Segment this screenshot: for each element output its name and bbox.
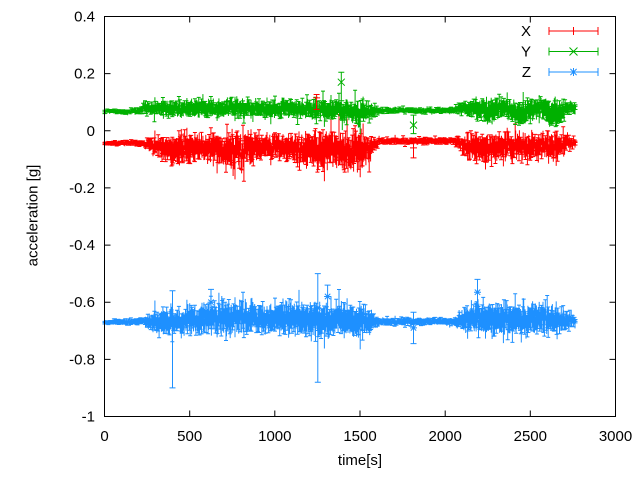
outlier-Y [409, 114, 418, 135]
y-axis-title: acceleration [g] [24, 164, 42, 267]
outlier-Z [314, 273, 322, 383]
y-tick-label: 0.4 [74, 9, 95, 26]
outlier-X [410, 138, 417, 159]
legend-entry-Y: Y [521, 44, 599, 61]
y-tick-label: -0.4 [69, 237, 95, 254]
y-tick-label: 0 [87, 123, 95, 140]
y-tick-label: -0.8 [69, 351, 95, 368]
legend-label-Y: Y [521, 44, 531, 61]
x-tick-label: 0 [100, 428, 108, 445]
x-tick-label: 1000 [258, 428, 291, 445]
legend-sample-X [548, 27, 599, 35]
y-tick-label: -1 [82, 409, 95, 426]
x-tick-label: 500 [177, 428, 202, 445]
legend-sample-Z [548, 68, 599, 76]
x-tick-label: 2000 [429, 428, 462, 445]
legend-label-X: X [521, 23, 531, 40]
outlier-Z [474, 278, 481, 307]
x-axis-title: time[s] [337, 452, 383, 469]
y-tick-label: -0.2 [69, 180, 95, 197]
outlier-X [313, 94, 321, 110]
outlier-Y [337, 71, 346, 102]
legend-entry-Z: Z [522, 64, 599, 81]
y-tick-label: 0.2 [74, 66, 95, 83]
plot-frame [104, 16, 616, 417]
outlier-Z [324, 284, 332, 317]
x-tick-label: 2500 [514, 428, 547, 445]
legend-entry-X: X [521, 23, 599, 40]
legend-label-Z: Z [522, 64, 531, 81]
legend-sample-Y [548, 47, 599, 56]
series-Y [102, 89, 578, 135]
outlier-Z [207, 288, 215, 317]
series-Z [102, 289, 578, 350]
y-tick-label: -0.6 [69, 294, 95, 311]
outlier-Z [169, 290, 176, 389]
x-tick-label: 1500 [343, 428, 376, 445]
outlier-Z [410, 311, 417, 345]
x-tick-label: 3000 [599, 428, 632, 445]
series-X [102, 114, 578, 182]
